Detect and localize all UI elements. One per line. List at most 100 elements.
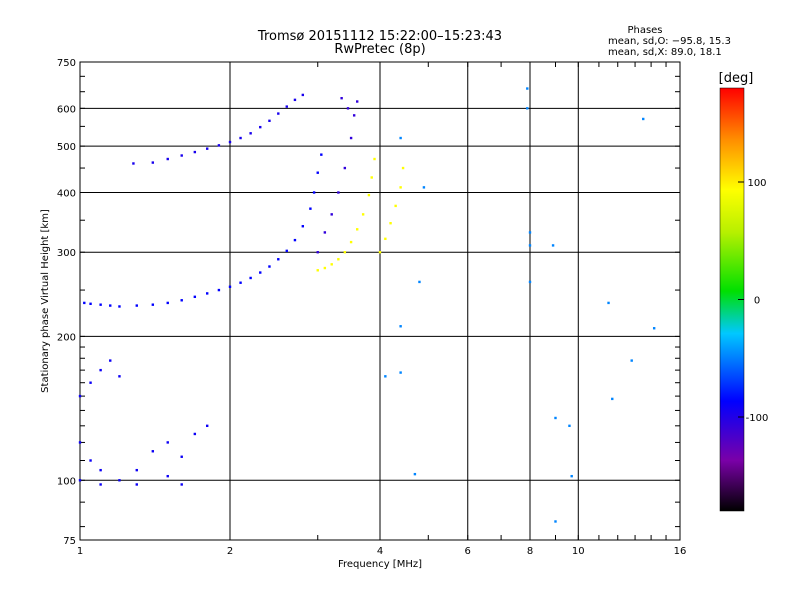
data-point: [323, 231, 327, 234]
data-point: [384, 375, 387, 378]
minor-ticks: [79, 61, 681, 540]
phases-line-o: mean, sd,O: −95.8, 15.3: [608, 36, 731, 47]
data-point: [151, 450, 155, 453]
data-point: [570, 474, 573, 478]
data-point: [355, 228, 359, 231]
data-point: [99, 368, 102, 372]
data-point: [330, 263, 333, 266]
colorbar-ticks: 100 0 -100: [738, 178, 768, 424]
data-point: [337, 258, 340, 261]
x-tick-label: 4: [377, 546, 383, 557]
phases-line-x: mean, sd,X: 89.0, 18.1: [608, 47, 722, 58]
data-point: [193, 432, 197, 436]
y-tick-label: 100: [57, 476, 76, 487]
x-tick-label: 10: [572, 546, 585, 557]
data-point: [652, 327, 656, 330]
data-point: [611, 397, 614, 401]
data-point: [217, 288, 221, 292]
x-tick-label: 6: [465, 546, 471, 557]
data-point: [378, 251, 382, 254]
data-point: [268, 265, 271, 268]
x-tick-label: 2: [227, 546, 233, 557]
data-point: [384, 237, 387, 241]
data-point: [259, 271, 262, 274]
data-point: [349, 240, 353, 244]
data-points: [78, 87, 656, 523]
data-point: [109, 304, 112, 307]
data-point: [293, 238, 297, 242]
chart-subtitle: RwPretec (8p): [334, 42, 425, 57]
data-point: [239, 281, 242, 284]
x-axis-label: Frequency [MHz]: [338, 559, 422, 570]
x-tick-label: 1: [77, 546, 83, 557]
data-point: [413, 472, 417, 476]
data-point: [422, 186, 426, 189]
data-point: [99, 468, 102, 472]
data-point: [309, 207, 312, 210]
data-point: [399, 325, 402, 328]
data-point: [166, 157, 169, 161]
data-point: [99, 303, 102, 306]
data-point: [554, 416, 557, 420]
data-point: [193, 150, 197, 154]
data-point: [401, 166, 405, 170]
y-tick-label: 400: [57, 188, 76, 199]
data-point: [180, 455, 183, 458]
data-point: [642, 117, 645, 121]
data-point: [349, 136, 353, 140]
data-point: [285, 105, 288, 108]
data-point: [78, 441, 82, 444]
data-point: [118, 479, 121, 482]
y-tick-label: 300: [57, 248, 76, 259]
data-point: [217, 144, 221, 147]
data-point: [343, 166, 347, 170]
data-point: [337, 191, 340, 194]
data-point: [78, 479, 82, 482]
data-point: [528, 231, 532, 234]
data-point: [166, 301, 169, 305]
data-point: [343, 251, 347, 254]
data-point: [399, 136, 402, 140]
data-point: [83, 301, 86, 305]
data-point: [301, 225, 305, 228]
data-point: [316, 171, 319, 174]
data-point: [361, 213, 365, 216]
data-point: [239, 136, 242, 140]
data-point: [89, 381, 92, 384]
data-point: [166, 474, 169, 478]
data-point: [135, 304, 138, 307]
data-point: [346, 107, 350, 110]
data-point: [118, 305, 121, 308]
data-point: [301, 93, 305, 97]
data-point: [316, 269, 319, 272]
colorbar-tick-label: 0: [754, 296, 760, 307]
data-point: [293, 98, 297, 102]
data-point: [180, 299, 183, 302]
data-point: [394, 204, 397, 208]
data-point: [249, 132, 252, 135]
data-point: [630, 359, 633, 362]
plot-area: [78, 61, 681, 541]
data-point: [320, 153, 323, 156]
y-axis-label: Stationary phase Virtual Height [km]: [40, 209, 51, 393]
data-point: [399, 371, 402, 374]
x-tick-label: 8: [527, 546, 533, 557]
data-point: [399, 186, 402, 189]
data-point: [526, 87, 529, 90]
data-point: [340, 96, 343, 100]
data-point: [193, 295, 197, 299]
data-point: [135, 483, 138, 486]
colorbar-tick-label: 100: [747, 178, 766, 189]
y-tick-label: 500: [57, 142, 76, 153]
data-point: [118, 375, 121, 378]
data-point: [277, 112, 280, 115]
data-point: [285, 249, 288, 253]
data-point: [205, 424, 209, 428]
data-point: [205, 292, 209, 295]
data-point: [205, 147, 209, 150]
data-point: [180, 483, 183, 486]
data-point: [607, 301, 610, 305]
data-point: [373, 157, 376, 161]
data-point: [330, 213, 333, 216]
data-point: [370, 176, 373, 179]
